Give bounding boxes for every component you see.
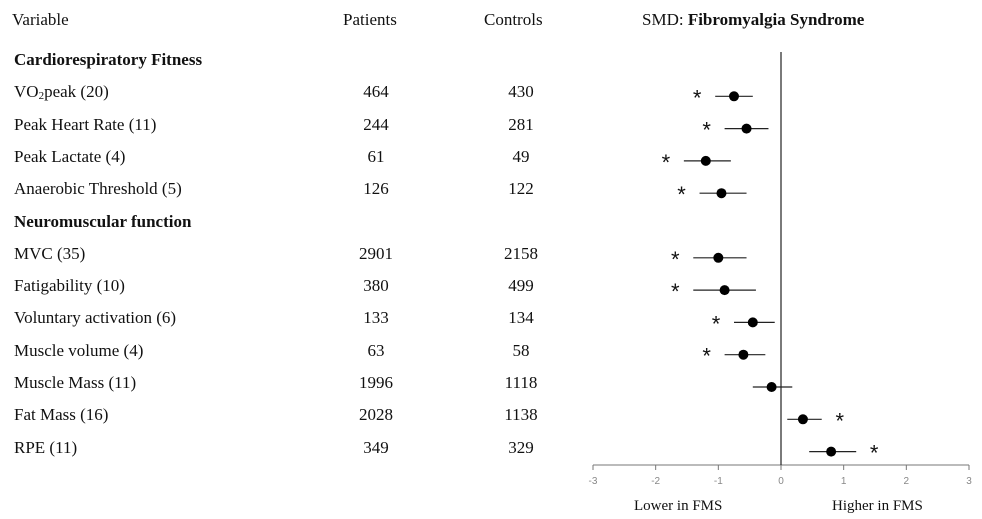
point-estimate bbox=[747, 317, 758, 328]
x-tick-label: -1 bbox=[714, 476, 723, 487]
point-estimate bbox=[766, 382, 777, 392]
controls-count: 499 bbox=[508, 276, 534, 296]
point-estimate bbox=[741, 123, 752, 134]
table-row: Peak Lactate (4) 61 49 bbox=[0, 147, 600, 173]
controls-count: 1118 bbox=[504, 373, 538, 392]
point-estimate bbox=[797, 414, 808, 425]
significance-asterisk: * bbox=[662, 150, 671, 175]
variable-label: Peak Lactate (4) bbox=[14, 146, 126, 166]
table-row: Muscle Mass (11) 1996 1118 bbox=[0, 373, 600, 399]
right-caption: Higher in FMS bbox=[832, 498, 923, 514]
controls-count: 281 bbox=[508, 114, 534, 134]
patients-count: 2901 bbox=[359, 243, 393, 263]
variable-label: RPE (11) bbox=[14, 437, 78, 457]
left-caption: Lower in FMS bbox=[634, 498, 723, 514]
controls-count: 58 bbox=[512, 340, 530, 360]
controls-count: 329 bbox=[508, 437, 534, 457]
controls-count: 122 bbox=[508, 179, 534, 199]
table-row: VO2peak (20) 464 430 bbox=[0, 82, 600, 108]
section-label: Cardiorespiratory Fitness bbox=[14, 50, 203, 69]
x-tick-label: 0 bbox=[778, 476, 784, 487]
variable-label: Fatigability (10) bbox=[14, 276, 125, 296]
controls-count: 49 bbox=[512, 146, 530, 166]
significance-asterisk: * bbox=[677, 182, 686, 207]
header-controls: Controls bbox=[484, 10, 543, 29]
x-tick-label: -3 bbox=[589, 476, 598, 487]
significance-asterisk: * bbox=[712, 311, 721, 336]
header-smd-condition: Fibromyalgia Syndrome bbox=[687, 10, 865, 29]
header-patients: Patients bbox=[343, 10, 397, 29]
point-estimate bbox=[738, 349, 749, 360]
patients-count: 133 bbox=[363, 308, 389, 328]
point-estimate bbox=[729, 91, 739, 102]
x-tick-label: -2 bbox=[651, 476, 660, 487]
table-row: MVC (35) 2901 2158 bbox=[0, 244, 600, 270]
variable-label: VO2peak (20) bbox=[14, 82, 109, 103]
significance-asterisk: * bbox=[870, 441, 879, 466]
point-estimate bbox=[719, 285, 730, 296]
section-label: Neuromuscular function bbox=[14, 211, 192, 231]
table-row: Peak Heart Rate (11) 244 281 bbox=[0, 115, 600, 141]
point-estimate bbox=[700, 155, 711, 166]
header-variable: Variable bbox=[12, 10, 69, 29]
x-tick-label: 2 bbox=[904, 476, 910, 487]
patients-count: 2028 bbox=[359, 405, 393, 425]
significance-asterisk: * bbox=[693, 85, 702, 110]
significance-asterisk: * bbox=[671, 247, 680, 272]
point-estimate bbox=[713, 252, 724, 263]
patients-count: 63 bbox=[367, 340, 385, 360]
header-smd-prefix: SMD: bbox=[642, 10, 684, 29]
variable-label: Voluntary activation (6) bbox=[14, 308, 177, 328]
controls-count: 2158 bbox=[504, 243, 538, 263]
table-row: Muscle volume (4) 63 58 bbox=[0, 341, 600, 367]
table-row: Voluntary activation (6) 133 134 bbox=[0, 308, 600, 334]
patients-count: 349 bbox=[363, 437, 389, 457]
point-estimate bbox=[826, 446, 837, 457]
controls-count: 1138 bbox=[504, 405, 538, 425]
patients-count: 126 bbox=[363, 179, 389, 199]
variable-label: Anaerobic Threshold (5) bbox=[14, 179, 182, 199]
controls-count: 430 bbox=[508, 82, 534, 102]
x-tick-label: 1 bbox=[841, 476, 847, 487]
variable-label: Muscle Mass (11) bbox=[14, 373, 137, 392]
table-row: Anaerobic Threshold (5) 126 122 bbox=[0, 179, 600, 205]
table-row: Fat Mass (16) 2028 1138 bbox=[0, 405, 600, 431]
patients-count: 244 bbox=[363, 114, 389, 134]
section-header: Neuromuscular function bbox=[0, 212, 600, 238]
variable-label: Fat Mass (16) bbox=[14, 405, 109, 425]
section-header: Cardiorespiratory Fitness bbox=[0, 50, 600, 76]
header-smd-title: SMD: Fibromyalgia Syndrome bbox=[642, 10, 864, 30]
significance-asterisk: * bbox=[702, 118, 711, 143]
significance-asterisk: * bbox=[702, 344, 711, 369]
variable-label: Muscle volume (4) bbox=[14, 340, 144, 360]
patients-count: 464 bbox=[363, 82, 389, 102]
controls-count: 134 bbox=[508, 308, 534, 328]
patients-count: 1996 bbox=[359, 373, 393, 392]
patients-count: 380 bbox=[363, 276, 389, 296]
table-row: Fatigability (10) 380 499 bbox=[0, 276, 600, 302]
point-estimate bbox=[716, 188, 727, 199]
x-tick-label: 3 bbox=[966, 476, 972, 487]
significance-asterisk: * bbox=[671, 279, 680, 304]
table-row: RPE (11) 349 329 bbox=[0, 438, 600, 464]
variable-label: MVC (35) bbox=[14, 243, 86, 263]
significance-asterisk: * bbox=[835, 408, 844, 433]
patients-count: 61 bbox=[367, 146, 385, 166]
variable-label: Peak Heart Rate (11) bbox=[14, 114, 157, 134]
